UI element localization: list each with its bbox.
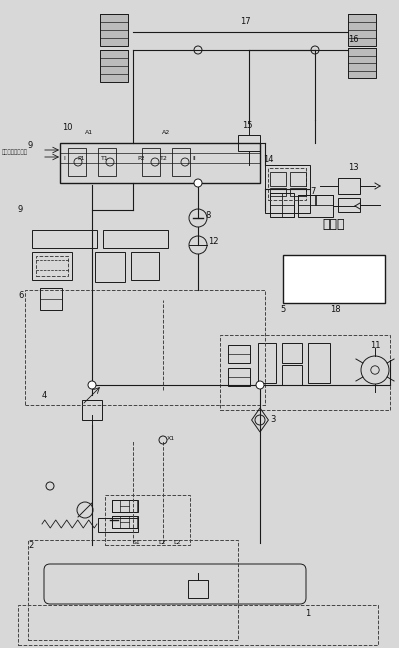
Bar bbox=[98, 148, 116, 176]
Bar bbox=[95, 252, 125, 282]
Bar bbox=[18, 605, 378, 645]
Bar bbox=[28, 540, 238, 640]
Text: 5: 5 bbox=[280, 305, 285, 314]
Bar bbox=[36, 256, 68, 276]
Bar bbox=[265, 165, 310, 213]
Text: P1: P1 bbox=[77, 156, 85, 161]
Text: 控制器: 控制器 bbox=[323, 218, 345, 231]
Text: 9: 9 bbox=[18, 205, 23, 214]
Text: A1: A1 bbox=[85, 130, 93, 135]
Bar bbox=[112, 516, 138, 528]
Text: 16: 16 bbox=[348, 36, 359, 45]
Bar bbox=[298, 195, 333, 217]
Bar bbox=[290, 172, 306, 186]
Bar bbox=[131, 252, 159, 280]
Bar bbox=[270, 172, 286, 186]
Text: L2: L2 bbox=[158, 540, 166, 546]
Text: S1: S1 bbox=[133, 540, 141, 546]
Text: 6: 6 bbox=[18, 290, 24, 299]
Bar bbox=[308, 343, 330, 383]
Bar bbox=[290, 188, 306, 196]
Bar bbox=[60, 143, 260, 183]
Bar bbox=[270, 193, 282, 205]
Bar bbox=[315, 195, 333, 205]
Bar bbox=[282, 343, 302, 363]
Bar bbox=[100, 50, 128, 82]
Bar bbox=[105, 495, 190, 545]
Text: 17: 17 bbox=[240, 17, 251, 27]
Bar bbox=[142, 148, 160, 176]
Bar bbox=[270, 188, 286, 196]
Bar bbox=[40, 288, 62, 310]
Text: 18: 18 bbox=[330, 305, 341, 314]
Text: 11: 11 bbox=[370, 340, 381, 349]
Bar bbox=[220, 335, 390, 410]
Bar bbox=[129, 516, 137, 528]
Bar bbox=[112, 516, 120, 528]
Bar bbox=[98, 518, 138, 532]
Text: 4: 4 bbox=[42, 391, 47, 400]
Bar bbox=[100, 14, 128, 46]
Bar bbox=[25, 290, 265, 405]
Bar bbox=[338, 178, 360, 194]
Bar bbox=[238, 135, 260, 151]
Text: II: II bbox=[192, 156, 196, 161]
Text: A2: A2 bbox=[162, 130, 170, 135]
Text: 3: 3 bbox=[270, 415, 275, 424]
Text: X1: X1 bbox=[167, 435, 175, 441]
Bar bbox=[112, 500, 138, 512]
Text: 10: 10 bbox=[62, 124, 73, 132]
Bar bbox=[32, 252, 72, 280]
Bar bbox=[188, 580, 208, 598]
Bar bbox=[258, 343, 276, 383]
Text: 12: 12 bbox=[208, 238, 219, 246]
Text: 15: 15 bbox=[242, 121, 253, 130]
Bar bbox=[268, 168, 306, 200]
Bar bbox=[32, 230, 97, 248]
Bar bbox=[112, 500, 120, 512]
Circle shape bbox=[194, 179, 202, 187]
Bar bbox=[338, 198, 360, 212]
Text: 7: 7 bbox=[310, 187, 315, 196]
Text: I: I bbox=[63, 156, 65, 161]
Text: T2: T2 bbox=[160, 156, 168, 161]
Text: 8: 8 bbox=[205, 211, 210, 220]
Circle shape bbox=[88, 381, 96, 389]
Text: 14: 14 bbox=[263, 156, 273, 165]
Bar bbox=[283, 255, 385, 303]
Bar bbox=[298, 195, 316, 205]
Text: T1: T1 bbox=[101, 156, 109, 161]
Bar bbox=[228, 345, 250, 363]
Bar bbox=[103, 230, 168, 248]
Bar bbox=[348, 14, 376, 46]
Text: 1: 1 bbox=[305, 610, 310, 618]
Bar bbox=[172, 148, 190, 176]
Text: L2: L2 bbox=[173, 540, 180, 546]
Bar bbox=[348, 48, 376, 78]
Bar bbox=[282, 205, 294, 217]
Bar bbox=[82, 400, 102, 420]
Text: 13: 13 bbox=[348, 163, 359, 172]
Text: P2: P2 bbox=[137, 156, 144, 161]
Text: 至变矩器控制单元: 至变矩器控制单元 bbox=[2, 149, 28, 155]
Text: 2: 2 bbox=[28, 540, 33, 550]
Bar bbox=[68, 148, 86, 176]
Bar bbox=[129, 500, 137, 512]
Bar bbox=[228, 368, 250, 386]
Text: 9: 9 bbox=[28, 141, 33, 150]
Bar bbox=[282, 365, 302, 385]
Bar bbox=[270, 193, 294, 217]
Circle shape bbox=[256, 381, 264, 389]
